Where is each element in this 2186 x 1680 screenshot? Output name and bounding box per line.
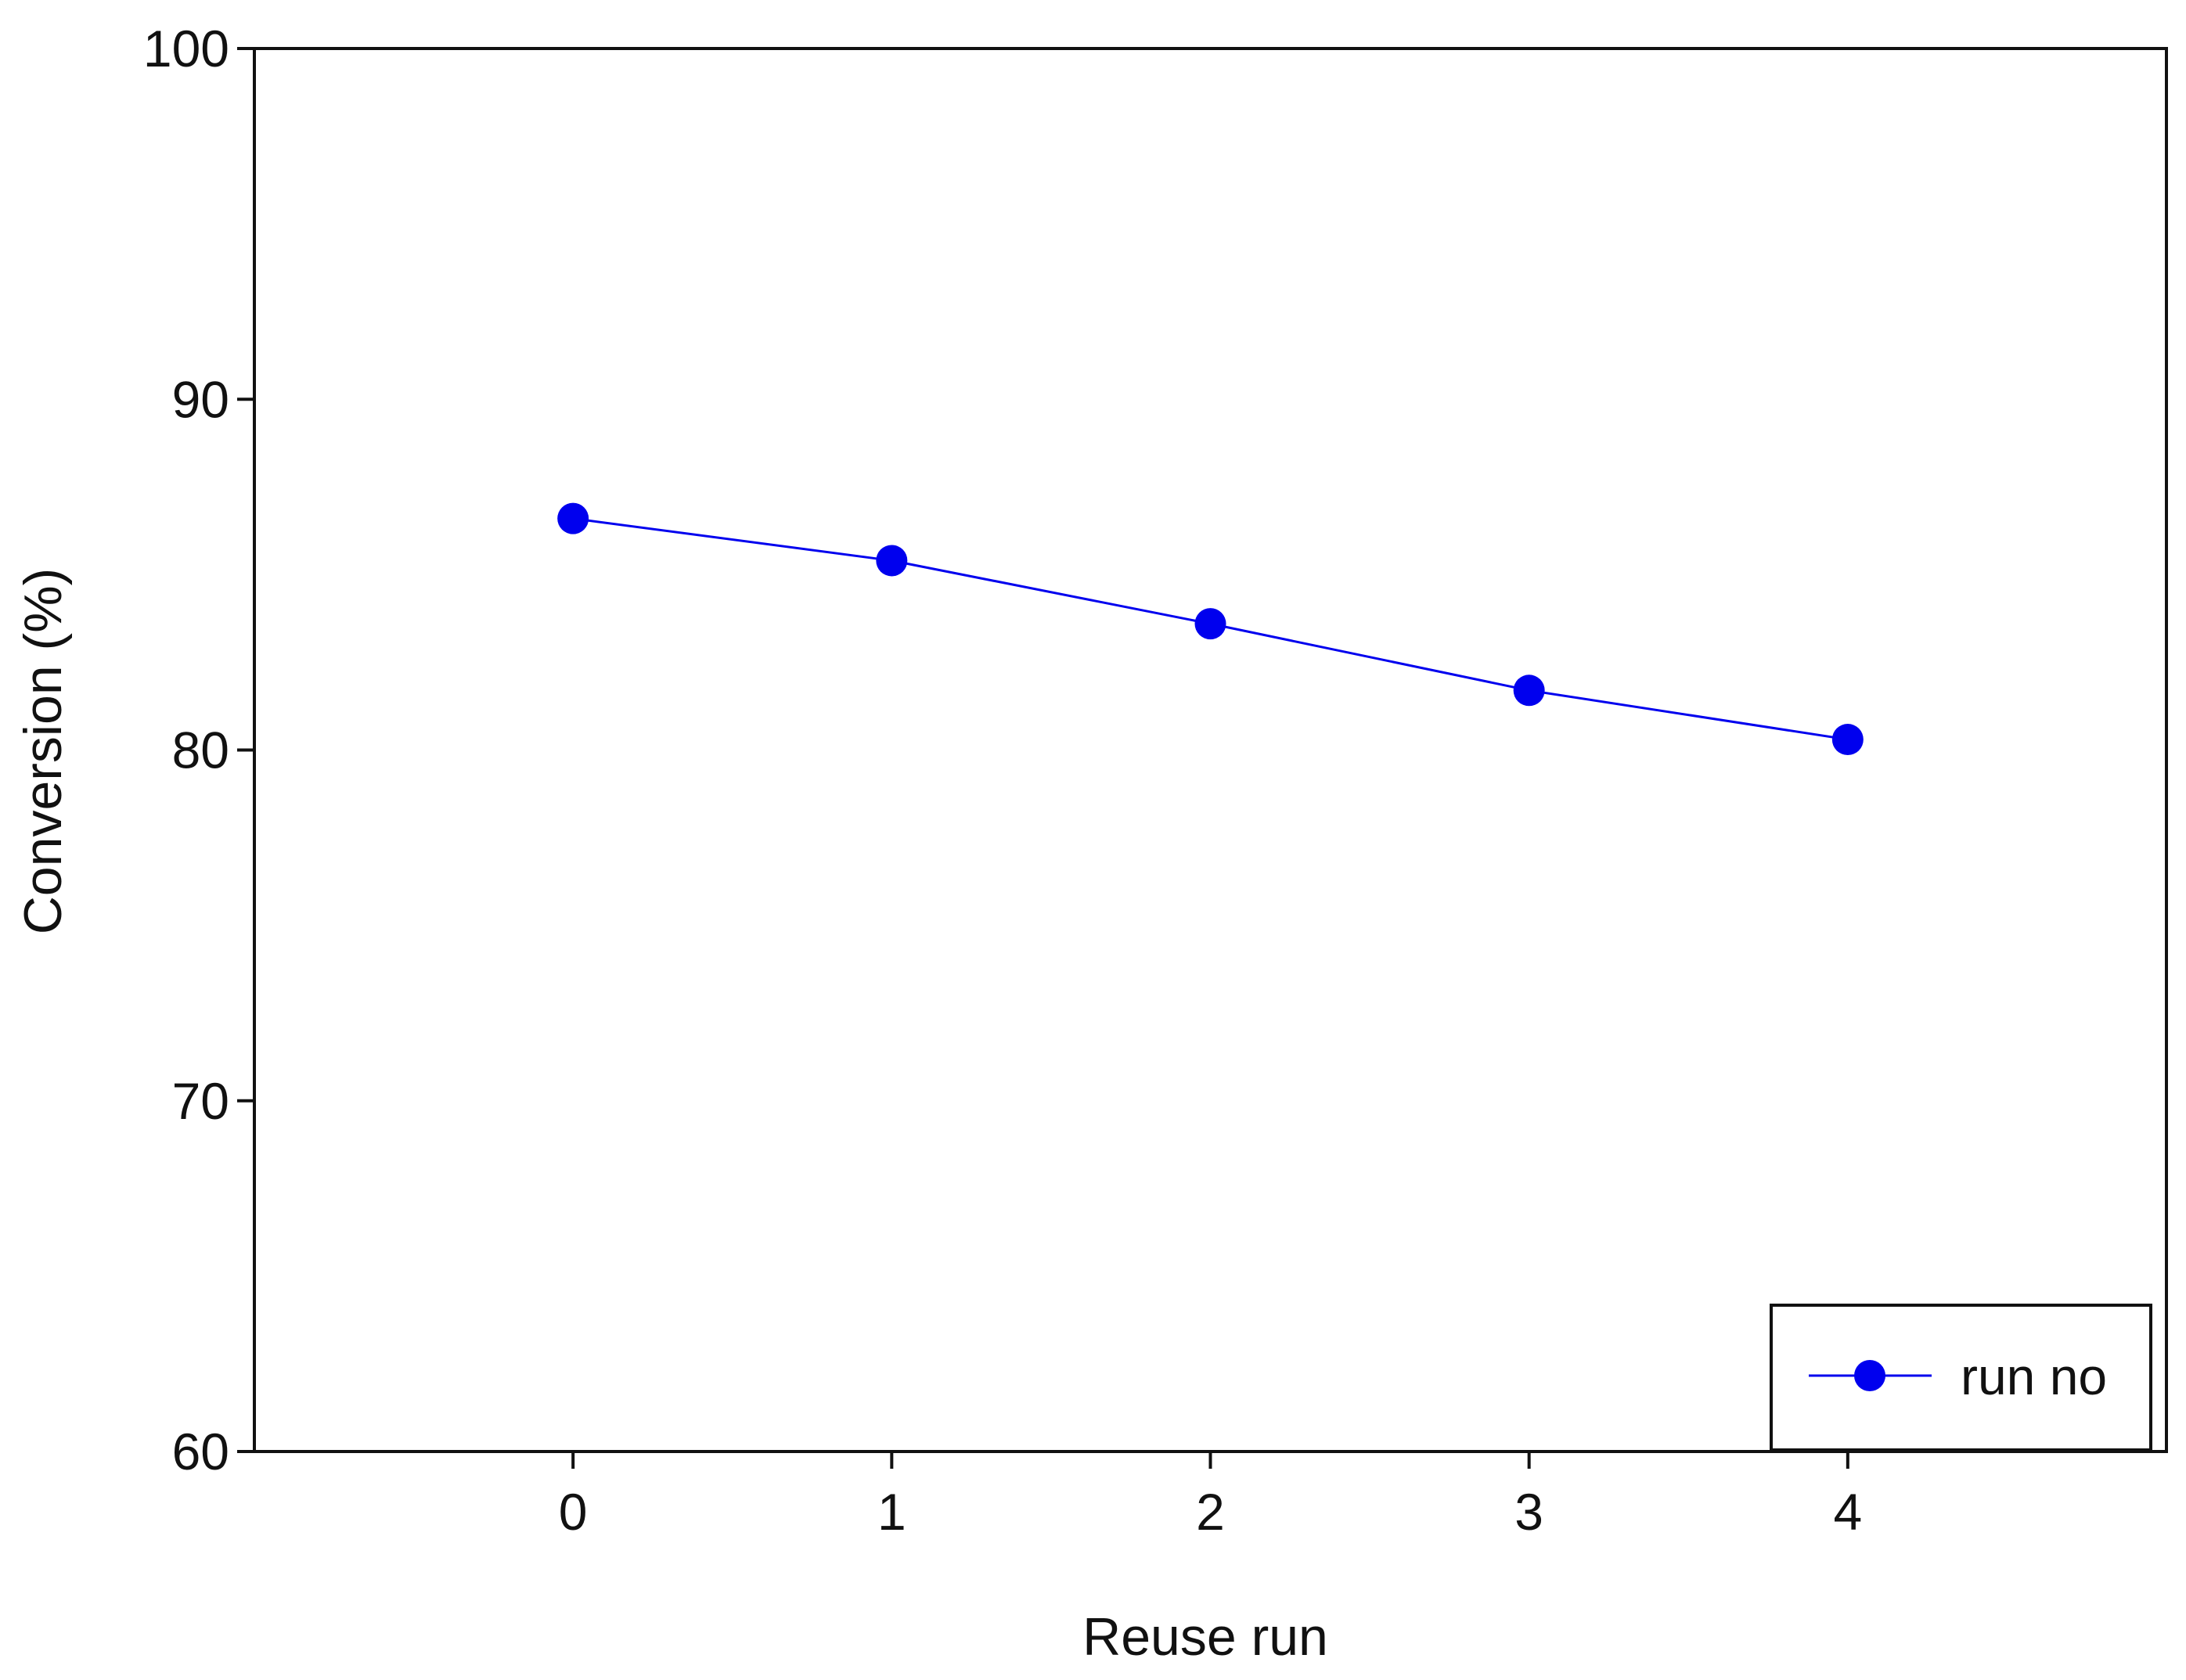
x-tick-label: 2 xyxy=(1196,1483,1225,1541)
data-point xyxy=(1194,608,1226,640)
legend-label: run no xyxy=(1961,1347,2107,1405)
x-axis-ticks: 0 1 2 3 4 xyxy=(559,1452,1862,1541)
y-tick-label: 60 xyxy=(172,1423,229,1480)
x-tick-label: 4 xyxy=(1833,1483,1862,1541)
data-point xyxy=(1831,724,1864,756)
x-tick-label: 3 xyxy=(1514,1483,1543,1541)
y-tick-label: 80 xyxy=(172,721,229,779)
y-tick-label: 70 xyxy=(172,1072,229,1130)
y-tick-label: 100 xyxy=(143,20,229,77)
x-tick-label: 0 xyxy=(559,1483,588,1541)
y-tick-label: 90 xyxy=(172,370,229,428)
data-point xyxy=(1513,675,1545,707)
x-axis-title: Reuse run xyxy=(1082,1607,1328,1667)
legend: run no xyxy=(1770,1304,2152,1452)
data-point xyxy=(557,502,589,534)
plot-area-frame xyxy=(253,47,2168,1453)
data-point xyxy=(876,545,908,577)
legend-box xyxy=(1770,1304,2152,1452)
x-tick-label: 1 xyxy=(877,1483,906,1541)
legend-marker xyxy=(1854,1360,1885,1391)
series-layer xyxy=(557,502,1864,756)
y-axis-title: Conversion (%) xyxy=(13,568,73,935)
y-axis-ticks: 60 70 80 90 100 xyxy=(143,20,254,1480)
